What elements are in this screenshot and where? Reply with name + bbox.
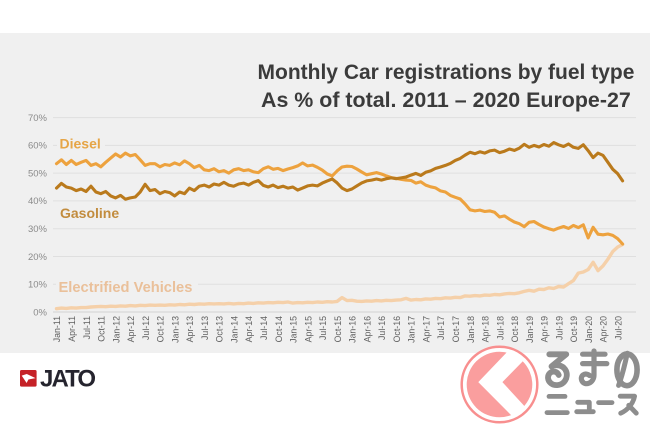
svg-text:Gasoline: Gasoline [60,205,119,221]
svg-text:Apr-19: Apr-19 [540,316,550,343]
svg-text:Oct-12: Oct-12 [156,316,166,343]
svg-text:Monthly Car registrations by f: Monthly Car registrations by fuel type [258,61,635,84]
svg-text:Jan-20: Jan-20 [584,316,594,343]
svg-text:Jul-20: Jul-20 [614,316,624,340]
svg-text:Jan-13: Jan-13 [170,316,180,343]
svg-text:Apr-15: Apr-15 [303,316,313,343]
svg-text:Oct-17: Oct-17 [451,316,461,343]
svg-text:As % of total. 2011 – 2020 Eur: As % of total. 2011 – 2020 Europe-27 [261,88,631,112]
svg-text:Oct-19: Oct-19 [569,316,579,343]
svg-text:Jul-16: Jul-16 [377,316,387,340]
svg-text:Apr-17: Apr-17 [422,316,432,343]
svg-text:70%: 70% [28,113,48,124]
svg-text:Apr-11: Apr-11 [67,316,77,342]
svg-text:Jan-17: Jan-17 [407,316,417,343]
svg-text:30%: 30% [28,224,48,235]
svg-text:Jan-11: Jan-11 [52,316,62,342]
svg-text:Jan-12: Jan-12 [111,316,121,343]
svg-text:0%: 0% [33,307,47,318]
svg-text:20%: 20% [28,252,48,263]
svg-text:Apr-13: Apr-13 [185,316,195,343]
svg-text:60%: 60% [28,141,48,152]
svg-text:Jul-18: Jul-18 [495,316,505,340]
svg-text:Oct-16: Oct-16 [392,316,402,343]
svg-text:Electrified Vehicles: Electrified Vehicles [59,280,193,296]
svg-text:Oct-15: Oct-15 [333,316,343,343]
svg-text:10%: 10% [28,280,48,291]
svg-text:50%: 50% [28,168,48,179]
svg-text:Apr-14: Apr-14 [244,316,254,343]
svg-text:Jul-17: Jul-17 [436,316,446,340]
svg-text:Jul-15: Jul-15 [318,316,328,340]
svg-text:Jul-14: Jul-14 [259,316,269,340]
svg-text:Diesel: Diesel [60,136,101,152]
svg-text:Jul-11: Jul-11 [82,316,92,339]
svg-text:Oct-11: Oct-11 [97,316,107,342]
svg-text:40%: 40% [28,196,48,207]
svg-text:JATO: JATO [40,366,95,393]
svg-text:Jul-19: Jul-19 [554,316,564,340]
svg-text:Oct-18: Oct-18 [510,316,520,343]
svg-text:Jan-15: Jan-15 [289,316,299,343]
svg-text:Apr-16: Apr-16 [362,316,372,343]
svg-text:Jan-16: Jan-16 [348,316,358,343]
svg-text:Apr-18: Apr-18 [481,316,491,343]
svg-text:Jan-19: Jan-19 [525,316,535,343]
svg-text:Oct-14: Oct-14 [274,316,284,343]
svg-text:Jan-14: Jan-14 [230,316,240,343]
svg-text:Apr-12: Apr-12 [126,316,136,343]
svg-text:Jul-13: Jul-13 [200,316,210,340]
svg-text:Jan-18: Jan-18 [466,316,476,343]
svg-text:Jul-12: Jul-12 [141,316,151,340]
svg-text:Oct-13: Oct-13 [215,316,225,343]
svg-text:Apr-20: Apr-20 [599,316,609,343]
